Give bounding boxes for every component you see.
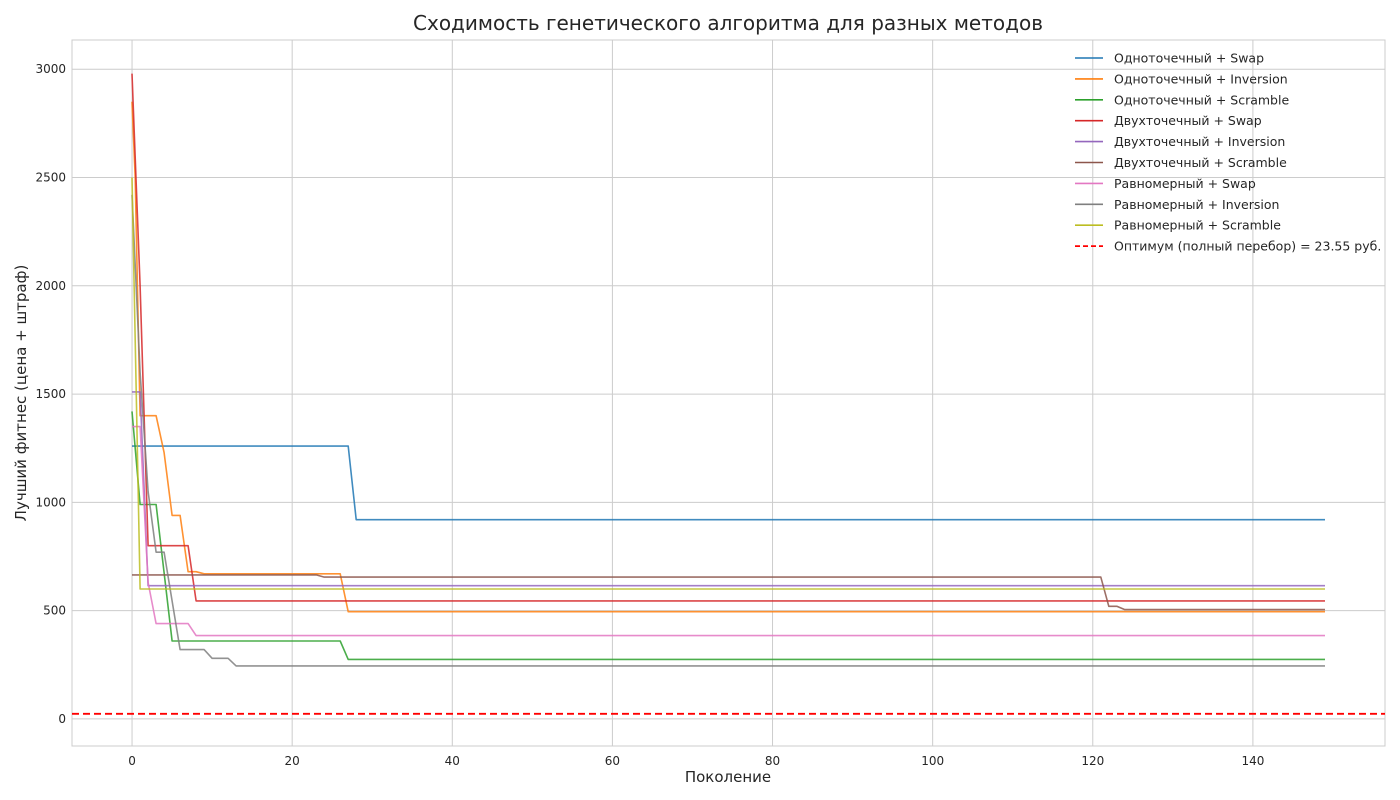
x-tick-label: 0: [128, 754, 136, 768]
tick-labels: 0 20 40 60 80 100 120 140 0 500 1000 1500 2000 2500 30…: [35, 62, 1264, 768]
y-tick-label: 1500: [35, 387, 66, 401]
legend: Одноточечный + Swap Одноточечный + Invers…: [1075, 51, 1381, 254]
y-tick-label: 500: [43, 604, 66, 618]
plot-area: [71, 39, 1386, 747]
legend-label: Одноточечный + Swap: [1114, 51, 1264, 66]
x-tick-label: 140: [1241, 754, 1264, 768]
x-tick-label: 60: [605, 754, 620, 768]
legend-label: Двухточечный + Scramble: [1114, 155, 1287, 170]
legend-label: Двухточечный + Inversion: [1114, 134, 1285, 149]
x-tick-label: 20: [285, 754, 300, 768]
x-axis-label: Поколение: [685, 768, 771, 786]
y-tick-label: 3000: [35, 62, 66, 76]
grid: [72, 40, 1385, 746]
x-tick-label: 120: [1081, 754, 1104, 768]
x-tick-label: 100: [921, 754, 944, 768]
series-line-1: [132, 445, 1325, 521]
x-tick-label: 40: [445, 754, 460, 768]
y-axis-label: Лучший фитнес (цена + штраф): [12, 265, 30, 522]
series-line-2: [131, 101, 1325, 613]
legend-label: Двухточечный + Swap: [1114, 113, 1262, 128]
legend-label: Равномерный + Swap: [1114, 176, 1256, 191]
legend-label: Одноточечный + Inversion: [1114, 71, 1288, 86]
series-line-7: [132, 425, 1325, 637]
y-tick-label: 0: [58, 712, 66, 726]
series-line-9: [131, 177, 1325, 590]
y-tick-label: 2000: [35, 279, 66, 293]
series-line-6: [132, 574, 1325, 611]
y-tick-label: 1000: [35, 495, 66, 509]
series-layer: [72, 73, 1385, 715]
series-line-4: [131, 73, 1325, 602]
legend-label: Одноточечный + Scramble: [1114, 92, 1289, 107]
legend-label: Оптимум (полный перебор) = 23.55 руб.: [1114, 239, 1381, 254]
y-tick-label: 2500: [35, 171, 66, 185]
legend-label: Равномерный + Scramble: [1114, 218, 1281, 233]
series-line-3: [131, 411, 1325, 661]
chart-title: Сходимость генетического алгоритма для р…: [413, 11, 1043, 35]
series-line-8: [131, 194, 1325, 667]
x-tick-label: 80: [765, 754, 780, 768]
legend-label: Равномерный + Inversion: [1114, 197, 1279, 212]
